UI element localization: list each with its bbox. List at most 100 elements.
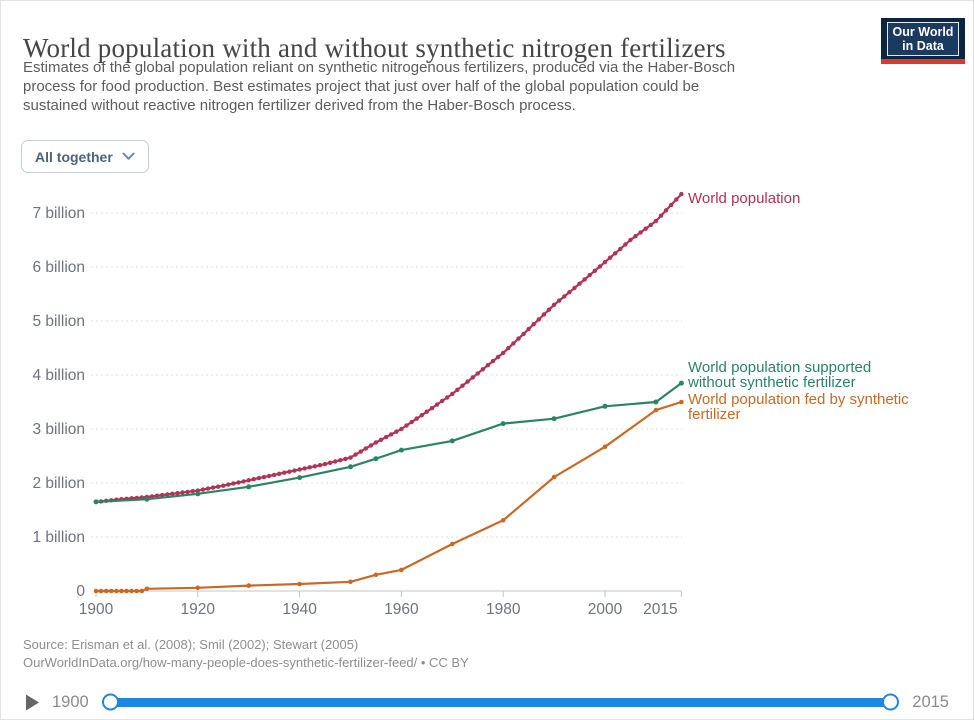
timeline-bar: 1900 2015: [1, 685, 973, 719]
series-point: [216, 484, 221, 489]
series-point: [536, 317, 541, 322]
series-point: [414, 416, 419, 421]
series-point: [185, 489, 190, 495]
series-point: [679, 191, 684, 197]
series-point: [373, 456, 379, 462]
series-point: [378, 437, 384, 442]
series-point: [450, 391, 455, 397]
x-axis-tick-label: 1920: [181, 601, 216, 618]
series-point: [602, 444, 608, 450]
series-point: [551, 474, 557, 480]
series-point: [613, 251, 618, 256]
chart-plot-area[interactable]: 0 1 billion 2 billion 3 billion 4 billion 5 b…: [1, 173, 974, 633]
series-point: [653, 407, 659, 413]
series-point: [404, 423, 409, 428]
page-title: World population with and without synthe…: [23, 33, 726, 64]
series-point: [282, 470, 287, 475]
x-axis-tick-label: 1900: [79, 601, 114, 618]
series-point: [353, 452, 358, 457]
series-point: [93, 588, 99, 594]
series-point: [287, 469, 292, 474]
series-point: [597, 264, 603, 269]
series-point: [373, 440, 379, 445]
series-point: [572, 285, 577, 291]
series-point: [551, 416, 557, 422]
series-point: [521, 331, 526, 337]
series-point: [455, 387, 460, 392]
timeline-start-year: 1900: [52, 692, 89, 711]
series-point: [450, 541, 455, 547]
series-point: [317, 463, 323, 468]
chevron-down-icon: [122, 152, 135, 160]
series-point: [139, 588, 145, 594]
series-point: [419, 413, 424, 418]
series-point: [226, 482, 231, 487]
series-point: [348, 464, 353, 470]
series-point: [577, 281, 582, 286]
series-point: [109, 588, 114, 594]
series-point: [297, 581, 302, 587]
series-point: [674, 197, 679, 202]
y-axis-tick-label: 7 billion: [32, 205, 85, 222]
y-axis-tick-label: 3 billion: [32, 421, 85, 438]
y-axis-tick-label: 6 billion: [32, 259, 85, 276]
series-point: [389, 432, 394, 437]
subtitle-line: Estimates of the global population relia…: [23, 59, 736, 76]
series-point: [511, 341, 516, 346]
series-point: [343, 456, 348, 462]
series-point: [210, 485, 216, 490]
series-point: [653, 399, 659, 405]
series-point: [678, 380, 684, 386]
series-label: World population supported: [688, 359, 871, 376]
series-point: [399, 426, 404, 432]
series-point: [429, 406, 435, 411]
series-point: [398, 447, 404, 453]
series-point: [541, 312, 547, 317]
series-point: [307, 465, 312, 470]
series-point: [679, 399, 684, 405]
series-point: [170, 491, 175, 496]
series-point: [607, 255, 613, 260]
play-icon: [26, 694, 39, 710]
owid-logo[interactable]: Our World in Data: [881, 18, 965, 64]
series-point: [327, 460, 333, 465]
series-point: [348, 455, 353, 460]
series-point: [221, 483, 226, 488]
series-point: [501, 350, 506, 356]
series-point: [480, 367, 485, 372]
series-point: [445, 395, 450, 400]
x-axis-tick-label: 2000: [588, 601, 623, 618]
series-point: [246, 484, 252, 490]
timeline-handle-start[interactable]: [101, 693, 119, 711]
series-point: [261, 474, 267, 480]
timeline-handle-end[interactable]: [882, 693, 900, 711]
series-point: [500, 518, 506, 523]
y-axis-tick-label: 5 billion: [32, 313, 85, 330]
source-url[interactable]: OurWorldInData.org/how-many-people-does-…: [23, 655, 469, 670]
series-point: [175, 491, 180, 496]
timeline-slider[interactable]: [101, 693, 900, 711]
series-point: [643, 226, 648, 231]
series-point: [348, 579, 353, 585]
series-point: [297, 475, 303, 481]
series-point: [623, 242, 628, 247]
entity-dropdown-label: All together: [35, 148, 113, 165]
series-point: [246, 583, 251, 588]
entity-dropdown[interactable]: All together: [21, 140, 149, 173]
y-axis-tick-label: 1 billion: [32, 529, 85, 546]
series-point: [373, 572, 379, 578]
series-point: [277, 471, 282, 476]
x-axis-tick-label: 1960: [384, 601, 419, 618]
series-point: [271, 472, 277, 478]
play-button[interactable]: [25, 694, 40, 711]
series-point: [119, 588, 124, 594]
series-point: [439, 398, 445, 404]
series-point: [551, 302, 557, 307]
y-axis-tick-label: 0: [76, 583, 85, 600]
series-point: [160, 492, 165, 498]
timeline-end-year: 2015: [912, 692, 949, 711]
series-point: [658, 213, 664, 218]
series-point: [449, 438, 455, 444]
series-point: [592, 268, 597, 273]
